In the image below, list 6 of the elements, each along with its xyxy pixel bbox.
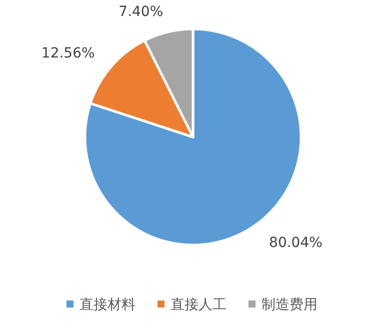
data-label: 12.56% — [41, 45, 95, 62]
legend-label: 制造费用 — [262, 297, 318, 313]
data-label: 80.04% — [269, 234, 322, 251]
data-label: 7.40% — [118, 4, 164, 20]
legend-label: 直接人工 — [170, 297, 226, 313]
legend-label: 直接材料 — [80, 297, 136, 313]
